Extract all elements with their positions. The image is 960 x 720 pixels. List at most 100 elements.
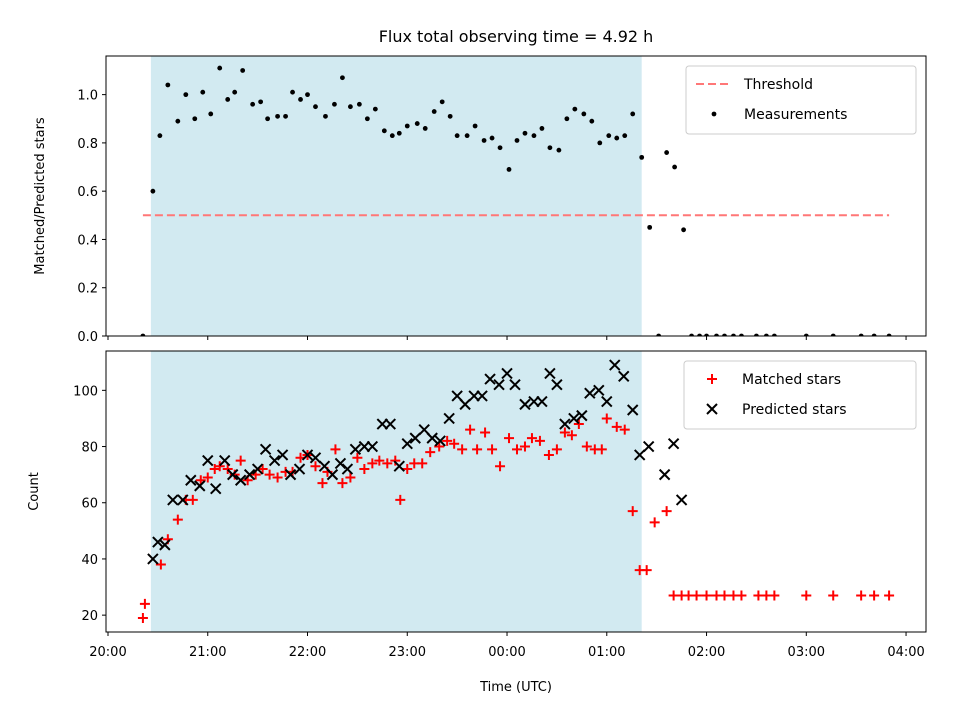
- predicted-stars-point-5: [185, 474, 197, 486]
- matched-stars-point-33: [382, 458, 393, 469]
- predicted-stars-point-52: [576, 409, 588, 422]
- legend-label-predicted-stars: Predicted stars: [742, 402, 847, 418]
- matched-stars-point-62: [601, 413, 612, 424]
- y-tick-label-count-3: 80: [81, 441, 98, 456]
- predicted-stars-point-53: [584, 387, 596, 399]
- measurements-point-33: [414, 121, 420, 126]
- measurements-point-71: [731, 333, 736, 336]
- measurements-point-39: [464, 133, 470, 139]
- predicted-stars-point-60: [642, 440, 655, 453]
- matched-stars-point-85: [869, 590, 880, 601]
- predicted-stars-point-25: [349, 443, 362, 456]
- legend-label-matched-stars: Matched stars: [742, 372, 841, 388]
- measurements-point-12: [240, 68, 246, 73]
- x-tick-label-4: 00:00: [488, 645, 525, 660]
- measurements-point-74: [763, 333, 769, 336]
- matched-stars-point-68: [649, 517, 660, 528]
- observing-span-count: [150, 351, 642, 632]
- predicted-stars-point-15: [268, 454, 281, 467]
- x-axis-label: Time (UTC): [479, 680, 552, 695]
- matched-stars-point-26: [330, 444, 341, 455]
- predicted-stars-point-55: [601, 395, 613, 408]
- matched-stars-point-65: [627, 506, 638, 517]
- matched-stars-point-36: [402, 464, 413, 475]
- predicted-stars-point-34: [426, 432, 438, 444]
- legend-ratio: Threshold Measurements: [685, 65, 917, 135]
- chart-title: Flux total observing time = 4.92 h: [379, 27, 654, 46]
- measurements-point-58: [622, 133, 628, 139]
- matched-stars-point-49: [504, 433, 515, 444]
- predicted-stars-point-54: [593, 384, 605, 397]
- predicted-stars-point-29: [384, 418, 397, 430]
- matched-stars-point-31: [367, 458, 378, 469]
- measurements-point-38: [454, 133, 460, 139]
- measurements-point-75: [771, 333, 777, 336]
- matched-stars-point-69: [661, 506, 672, 517]
- predicted-stars-point-50: [559, 418, 571, 430]
- matched-stars-point-57: [566, 430, 577, 441]
- measurements-point-76: [803, 333, 809, 336]
- y-tick-label-ratio-5: 1.0: [77, 89, 98, 104]
- predicted-stars-point-51: [568, 412, 580, 425]
- measurements-point-14: [258, 99, 264, 105]
- predicted-stars-point-56: [609, 359, 621, 371]
- measurements-point-17: [283, 113, 288, 119]
- predicted-stars-point-38: [459, 398, 471, 411]
- measurements-point-41: [481, 138, 487, 143]
- measurements-point-65: [681, 227, 686, 233]
- measurements-point-32: [404, 123, 410, 129]
- predicted-stars-point-17: [284, 468, 297, 481]
- measurements-point-73: [754, 333, 759, 336]
- legend-box-ratio: [685, 65, 917, 135]
- predicted-stars-point-32: [409, 432, 421, 444]
- measurements-point-29: [381, 128, 387, 134]
- measurements-point-49: [547, 145, 553, 151]
- matched-stars-point-35: [395, 494, 406, 505]
- matched-stars-point-50: [511, 444, 522, 455]
- matched-stars-point-58: [573, 419, 584, 430]
- matched-stars-point-42: [449, 438, 460, 449]
- measurements-point-21: [313, 104, 318, 110]
- measurements-point-45: [514, 138, 520, 143]
- measurements-point-63: [664, 150, 670, 155]
- matched-stars-point-1: [139, 598, 150, 609]
- measurements-point-47: [531, 133, 537, 139]
- predicted-stars-point-3: [167, 494, 179, 506]
- measurements-point-24: [340, 75, 345, 81]
- measurements-point-35: [431, 109, 437, 114]
- predicted-stars-point-43: [501, 367, 513, 380]
- predicted-stars-point-2: [159, 539, 171, 551]
- x-tick-label-3: 23:00: [389, 645, 426, 660]
- matched-stars-point-82: [801, 590, 812, 601]
- matched-stars-point-44: [465, 424, 476, 435]
- measurements-point-13: [250, 101, 256, 107]
- measurements-point-34: [422, 126, 428, 131]
- matched-stars-point-6: [187, 494, 198, 505]
- matched-stars-point-45: [472, 444, 483, 455]
- measurements-point-5: [183, 92, 189, 98]
- measurements-point-18: [290, 89, 295, 95]
- predicted-stars-point-47: [536, 395, 548, 408]
- measurements-point-11: [232, 89, 238, 95]
- measurements-point-69: [714, 333, 719, 336]
- matched-stars-point-23: [310, 461, 321, 472]
- predicted-stars-point-14: [259, 443, 272, 456]
- predicted-stars-point-62: [667, 438, 680, 450]
- predicted-stars-point-0: [147, 553, 159, 565]
- measurements-point-48: [539, 126, 545, 131]
- matched-stars-point-17: [264, 469, 275, 480]
- matched-stars-point-86: [884, 590, 895, 601]
- plot-area-ratio: [140, 65, 892, 336]
- matched-stars-point-53: [534, 435, 545, 446]
- measurements-point-3: [165, 82, 171, 88]
- measurements-point-26: [356, 101, 362, 107]
- matched-stars-point-59: [581, 441, 592, 452]
- measurements-point-23: [332, 101, 337, 107]
- measurements-point-37: [447, 113, 453, 119]
- legend-marker-predicted-stars: [706, 403, 718, 415]
- matched-stars-point-38: [417, 458, 428, 469]
- measurements-point-25: [348, 104, 353, 110]
- count-panel: 20 40 60 80 100 20:00 21:00 22:00 23:00 00:00 01:0…: [27, 350, 927, 660]
- measurements-point-50: [556, 147, 562, 153]
